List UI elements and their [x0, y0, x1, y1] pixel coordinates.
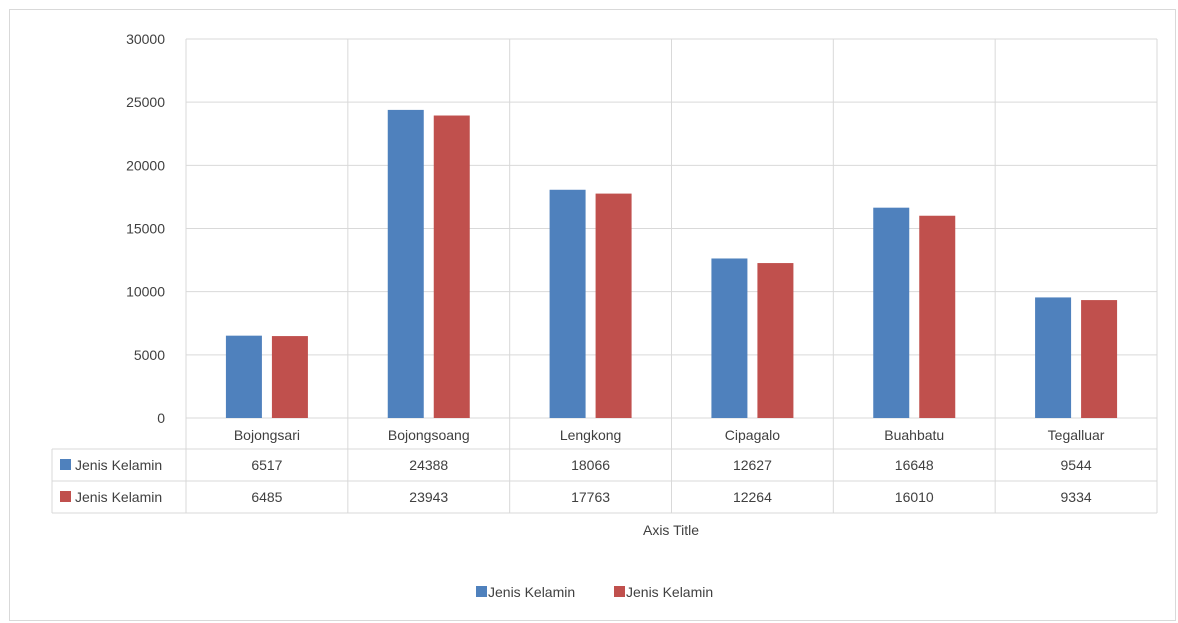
- y-tick-label-0: 0: [157, 410, 165, 426]
- bar-tegalluar-series-1: [1035, 297, 1072, 418]
- y-tick-label-30000: 30000: [126, 31, 165, 47]
- table-value-series-2-bojongsoang: 23943: [409, 489, 448, 505]
- data-table: Bojongsari Bojongsoang Lengkong Cipagalo Bua…: [51, 427, 1157, 514]
- legend-key-series-1: [476, 586, 487, 597]
- bar-tegalluar-series-2: [1081, 300, 1118, 418]
- table-value-series-1-lengkong: 18066: [571, 457, 610, 473]
- y-tick-label-15000: 15000: [126, 221, 165, 237]
- category-label-bojongsari: Bojongsari: [234, 427, 300, 443]
- category-label-buahbatu: Buahbatu: [884, 427, 944, 443]
- bar-cipagalo-series-1: [711, 258, 748, 418]
- bar-bojongsari-series-1: [225, 335, 262, 418]
- y-axis-ticks: 0 5000 10000 15000 20000 25000 30000: [126, 31, 165, 426]
- legend-label-series-1: Jenis Kelamin: [488, 584, 575, 600]
- legend: Jenis Kelamin Jenis Kelamin: [476, 584, 713, 600]
- bar-cipagalo-series-2: [757, 263, 794, 418]
- table-series-name-1: Jenis Kelamin: [75, 457, 162, 473]
- y-tick-label-20000: 20000: [126, 157, 165, 173]
- table-legend-key-series-2: [60, 491, 71, 502]
- table-value-series-1-buahbatu: 16648: [895, 457, 934, 473]
- table-value-series-2-lengkong: 17763: [571, 489, 610, 505]
- legend-key-series-2: [614, 586, 625, 597]
- bar-lengkong-series-1: [549, 189, 586, 418]
- bar-lengkong-series-2: [595, 193, 632, 418]
- y-tick-label-25000: 25000: [126, 94, 165, 110]
- table-value-series-2-tegalluar: 9334: [1061, 489, 1092, 505]
- category-label-lengkong: Lengkong: [560, 427, 622, 443]
- table-value-series-2-buahbatu: 16010: [895, 489, 934, 505]
- bars: [225, 109, 1118, 419]
- bar-buahbatu-series-2: [919, 215, 956, 418]
- table-legend-key-series-1: [60, 459, 71, 470]
- gridlines: [185, 38, 1158, 513]
- category-label-tegalluar: Tegalluar: [1048, 427, 1105, 443]
- table-value-series-2-cipagalo: 12264: [733, 489, 772, 505]
- bar-bojongsoang-series-1: [387, 109, 424, 419]
- table-value-series-1-bojongsari: 6517: [251, 457, 282, 473]
- bar-bojongsari-series-2: [271, 336, 308, 418]
- bar-buahbatu-series-1: [873, 207, 910, 418]
- x-axis-title: Axis Title: [643, 522, 699, 538]
- table-series-name-2: Jenis Kelamin: [75, 489, 162, 505]
- table-value-series-1-tegalluar: 9544: [1061, 457, 1092, 473]
- y-tick-label-10000: 10000: [126, 284, 165, 300]
- chart-frame: [9, 9, 1176, 621]
- bar-bojongsoang-series-2: [433, 115, 470, 418]
- table-value-series-2-bojongsari: 6485: [251, 489, 282, 505]
- category-label-bojongsoang: Bojongsoang: [388, 427, 470, 443]
- table-value-series-1-bojongsoang: 24388: [409, 457, 448, 473]
- category-label-cipagalo: Cipagalo: [725, 427, 780, 443]
- legend-label-series-2: Jenis Kelamin: [626, 584, 713, 600]
- y-tick-label-5000: 5000: [134, 347, 165, 363]
- table-value-series-1-cipagalo: 12627: [733, 457, 772, 473]
